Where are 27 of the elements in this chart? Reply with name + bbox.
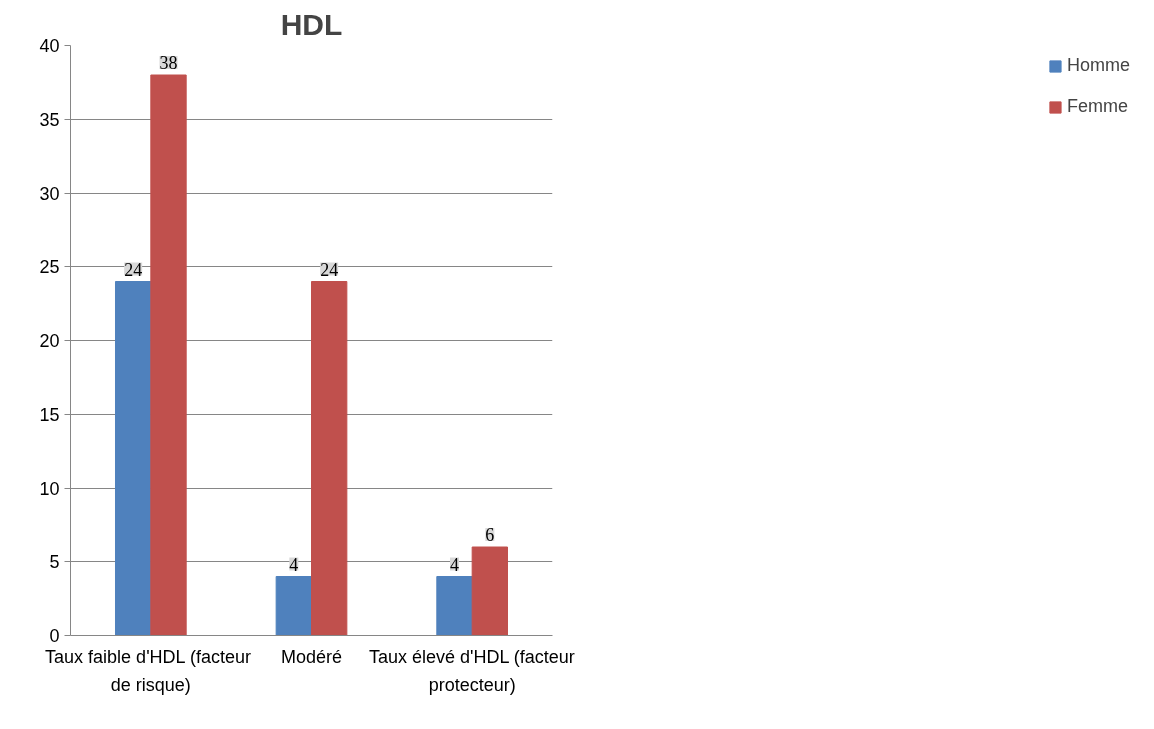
y-tick-label: 5 [49, 552, 60, 573]
bar [471, 546, 509, 636]
y-tick-label: 40 [39, 36, 60, 56]
data-label: 6 [485, 525, 495, 545]
data-label: 24 [320, 259, 339, 280]
y-tick-label: 10 [39, 478, 60, 499]
data-label: 4 [449, 554, 459, 575]
x-tick-label: Modéré [280, 646, 343, 667]
chart-title: HDL [280, 7, 343, 41]
legend-label: Homme [1066, 55, 1130, 76]
bar [275, 576, 312, 636]
y-tick-label: 0 [49, 626, 60, 646]
data-label: 4 [289, 554, 299, 575]
bar [436, 576, 473, 636]
bar [311, 281, 348, 636]
x-tick-label: Taux élevé d'HDL (facteur protecteur) [368, 646, 575, 695]
bar [150, 74, 187, 636]
y-tick-label: 35 [39, 109, 60, 130]
legend-label: Femme [1066, 96, 1128, 117]
y-tick-label: 15 [39, 404, 60, 425]
bar [114, 281, 152, 636]
data-label: 38 [159, 53, 178, 73]
y-tick-label: 25 [39, 257, 60, 278]
y-tick-label: 30 [39, 183, 60, 204]
x-tick-label: Taux faible d'HDL (facteur de risque) [45, 646, 251, 695]
data-label: 24 [124, 259, 143, 280]
y-tick-label: 20 [39, 331, 60, 351]
